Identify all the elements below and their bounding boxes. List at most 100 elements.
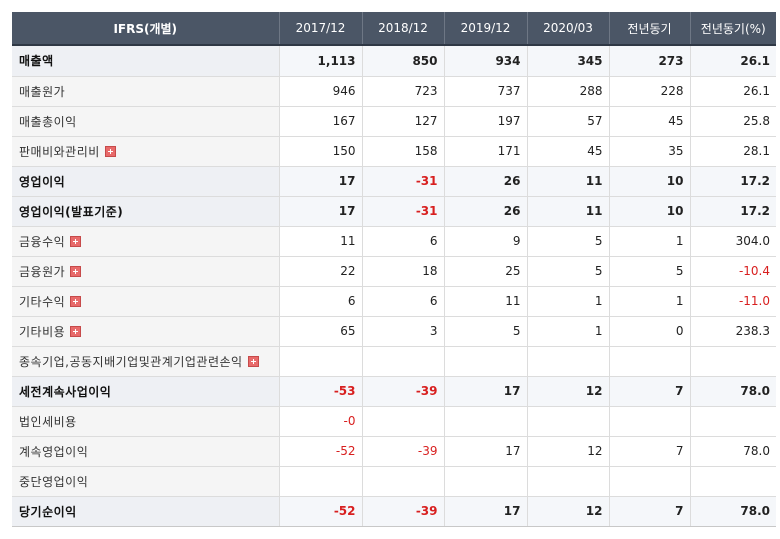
- value-cell: 723: [361, 76, 444, 107]
- table-row: 당기순이익 -52 -39 17 12 7 78.0: [12, 496, 776, 527]
- value-cell: -52: [278, 496, 362, 527]
- value-cell: 17: [278, 196, 362, 227]
- value-cell: 1,113: [278, 45, 362, 77]
- table-row: 매출액 1,113 850 934 345 273 26.1: [12, 45, 776, 77]
- value-cell: -39: [361, 496, 444, 527]
- header-col-2018-12: 2018/12: [361, 12, 444, 46]
- row-label-cell[interactable]: 금융원가: [12, 256, 279, 287]
- value-cell: [689, 466, 776, 497]
- income-statement-table: IFRS(개별) 2017/12 2018/12 2019/12 2020/03…: [12, 12, 776, 527]
- value-cell: 1: [608, 226, 690, 257]
- value-cell: 5: [443, 316, 527, 347]
- value-cell: [361, 406, 444, 437]
- financial-table-container: IFRS(개별) 2017/12 2018/12 2019/12 2020/03…: [12, 12, 776, 527]
- table-row: 기타비용 65 3 5 1 0 238.3: [12, 316, 776, 347]
- row-label-cell[interactable]: 판매비와관리비: [12, 136, 279, 167]
- row-label-cell: 법인세비용: [12, 406, 279, 437]
- row-label: 매출원가: [19, 84, 66, 99]
- value-cell: 7: [608, 436, 690, 467]
- value-cell: 17: [443, 496, 527, 527]
- row-label-cell: 영업이익: [12, 166, 279, 197]
- row-label: 법인세비용: [19, 414, 77, 429]
- value-cell: 0: [608, 316, 690, 347]
- value-cell: 304.0: [689, 226, 776, 257]
- row-label: 판매비와관리비: [19, 144, 100, 159]
- row-label-cell: 계속영업이익: [12, 436, 279, 467]
- value-cell: [361, 466, 444, 497]
- value-cell: [689, 346, 776, 377]
- value-cell: 946: [278, 76, 362, 107]
- value-cell: [608, 466, 690, 497]
- row-label-cell[interactable]: 기타수익: [12, 286, 279, 317]
- value-cell: 65: [278, 316, 362, 347]
- row-label-cell[interactable]: 종속기업,공동지배기업및관계기업관련손익: [12, 346, 279, 377]
- table-row: 영업이익 17 -31 26 11 10 17.2: [12, 166, 776, 197]
- value-cell: [361, 346, 444, 377]
- value-cell: [526, 466, 609, 497]
- value-cell: -39: [361, 436, 444, 467]
- value-cell: 26: [443, 196, 527, 227]
- value-cell: 25: [443, 256, 527, 287]
- value-cell: 238.3: [689, 316, 776, 347]
- row-label-cell: 당기순이익: [12, 496, 279, 527]
- table-row: 법인세비용 -0: [12, 406, 776, 437]
- value-cell: 10: [608, 196, 690, 227]
- value-cell: 57: [526, 106, 609, 137]
- value-cell: 11: [443, 286, 527, 317]
- table-row: 기타수익 6 6 11 1 1 -11.0: [12, 286, 776, 317]
- table-row: 매출원가 946 723 737 288 228 26.1: [12, 76, 776, 107]
- header-col-2020-03: 2020/03: [526, 12, 609, 46]
- row-label-cell: 매출총이익: [12, 106, 279, 137]
- value-cell: 3: [361, 316, 444, 347]
- row-label: 기타비용: [19, 324, 66, 339]
- value-cell: [278, 466, 362, 497]
- row-label: 기타수익: [19, 294, 66, 309]
- value-cell: 17: [278, 166, 362, 197]
- value-cell: [526, 406, 609, 437]
- value-cell: 26.1: [689, 45, 776, 77]
- expand-plus-icon[interactable]: [247, 355, 259, 367]
- value-cell: 78.0: [689, 496, 776, 527]
- value-cell: 17.2: [689, 166, 776, 197]
- table-row: 영업이익(발표기준) 17 -31 26 11 10 17.2: [12, 196, 776, 227]
- value-cell: 28.1: [689, 136, 776, 167]
- value-cell: 228: [608, 76, 690, 107]
- value-cell: 45: [608, 106, 690, 137]
- expand-plus-icon[interactable]: [70, 265, 82, 277]
- header-ifrs-label: IFRS(개별): [12, 12, 279, 46]
- value-cell: 12: [526, 376, 609, 407]
- table-row: 금융수익 11 6 9 5 1 304.0: [12, 226, 776, 257]
- expand-plus-icon[interactable]: [70, 325, 82, 337]
- value-cell: 934: [443, 45, 527, 77]
- value-cell: 288: [526, 76, 609, 107]
- row-label: 당기순이익: [19, 504, 77, 519]
- value-cell: 11: [526, 196, 609, 227]
- header-col-yoy-pct: 전년동기(%): [689, 12, 776, 46]
- value-cell: 197: [443, 106, 527, 137]
- header-col-yoy: 전년동기: [608, 12, 690, 46]
- value-cell: 9: [443, 226, 527, 257]
- value-cell: 78.0: [689, 376, 776, 407]
- value-cell: 17.2: [689, 196, 776, 227]
- row-label: 매출액: [19, 54, 54, 69]
- header-col-2017-12: 2017/12: [278, 12, 362, 46]
- table-row: 세전계속사업이익 -53 -39 17 12 7 78.0: [12, 376, 776, 407]
- value-cell: 150: [278, 136, 362, 167]
- value-cell: 22: [278, 256, 362, 287]
- row-label-cell[interactable]: 금융수익: [12, 226, 279, 257]
- expand-plus-icon[interactable]: [104, 145, 116, 157]
- table-row: 금융원가 22 18 25 5 5 -10.4: [12, 256, 776, 287]
- row-label: 금융수익: [19, 234, 66, 249]
- value-cell: 1: [526, 316, 609, 347]
- value-cell: -52: [278, 436, 362, 467]
- value-cell: 5: [608, 256, 690, 287]
- value-cell: -0: [278, 406, 362, 437]
- row-label-cell[interactable]: 기타비용: [12, 316, 279, 347]
- value-cell: 26: [443, 166, 527, 197]
- value-cell: -10.4: [689, 256, 776, 287]
- value-cell: 1: [608, 286, 690, 317]
- value-cell: 11: [526, 166, 609, 197]
- expand-plus-icon[interactable]: [70, 295, 82, 307]
- table-header-row: IFRS(개별) 2017/12 2018/12 2019/12 2020/03…: [12, 12, 776, 46]
- expand-plus-icon[interactable]: [70, 235, 82, 247]
